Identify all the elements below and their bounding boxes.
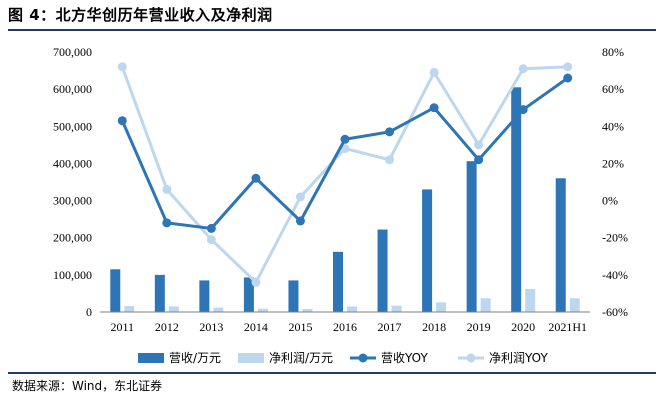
revenue-yoy-point [474,155,484,165]
x-tick-label: 2012 [155,320,179,334]
y-left-tick-label: 400,000 [53,156,92,170]
y-left-tick-label: 100,000 [53,268,92,282]
profit-yoy-point [206,235,216,245]
legend-profit-label: 净利润/万元 [269,351,333,365]
revenue-yoy-point [563,73,573,83]
profit-yoy-point [563,62,573,72]
revenue-bar [511,87,522,313]
profit-bar [302,309,313,312]
profit-yoy-point [251,277,261,287]
y-left-tick-label: 500,000 [53,119,92,133]
revenue-yoy-point [162,218,172,228]
title-rule [8,29,656,31]
revenue-bar [199,280,210,312]
y-right-tick-label: 0% [602,194,618,208]
revenue-bar [154,274,165,312]
profit-bar [569,298,580,312]
revenue-yoy-point [340,134,350,144]
revenue-bar [466,161,477,312]
profit-yoy-point [429,67,439,77]
profit-bar [124,306,135,312]
profit-yoy-point [518,64,528,74]
y-axis-left-ticks: 0 100,000 200,000 300,000 400,000 500,000 600,… [53,45,92,319]
y-left-tick-label: 600,000 [53,82,92,96]
line-series [117,62,573,287]
revenue-yoy-line [120,76,569,231]
legend: 营收/万元 净利润/万元 营收YOY 净利润YOY [138,351,548,365]
revenue-yoy-point [251,173,261,183]
bar-series [110,87,580,313]
profit-yoy-line [120,65,568,285]
profit-yoy-point [162,184,172,194]
y-axis-right-ticks: -60% -40% -20% 0% 20% 40% 60% 80% [602,45,628,319]
profit-yoy-point [385,155,395,165]
y-right-tick-label: 80% [602,45,624,59]
x-tick-label: 2011 [110,320,134,334]
revenue-yoy-point [385,127,395,137]
profit-bar [391,305,402,312]
x-tick-label: 2020 [511,320,535,334]
revenue-yoy-point [206,223,216,233]
profit-bar [525,288,536,312]
profit-bar [168,306,179,312]
revenue-bar [377,229,388,312]
y-left-tick-label: 300,000 [53,194,92,208]
profit-bar [347,306,357,312]
profit-yoy-point [474,140,484,150]
profit-bar [480,298,491,312]
legend-profit-yoy-label: 净利润YOY [489,351,548,365]
y-right-tick-label: -60% [602,305,628,319]
y-right-tick-label: -40% [602,268,628,282]
legend-revenue-yoy-label: 营收YOY [381,351,428,365]
legend-revenue-yoy-swatch-marker [358,353,368,363]
page-title: 图 4：北方华创历年营业收入及净利润 [8,6,273,24]
revenue-bar [333,251,343,312]
x-tick-label: 2014 [244,320,268,334]
source-note: 数据来源：Wind，东北证券 [12,379,163,393]
x-tick-label: 2021H1 [548,320,587,334]
y-left-tick-label: 0 [86,305,92,319]
y-right-tick-label: 60% [602,82,624,96]
profit-bar [257,308,268,312]
x-tick-label: 2016 [333,320,357,334]
y-right-tick-label: 40% [602,119,624,133]
profit-yoy-point [117,62,127,72]
revenue-bar [555,178,566,312]
revenue-yoy-point [429,103,439,113]
y-right-tick-label: 20% [602,156,624,170]
legend-profit-swatch [238,353,264,363]
profit-yoy-point [295,192,305,202]
revenue-bar [422,189,433,312]
x-tick-label: 2019 [467,320,491,334]
revenue-bar [288,280,299,312]
revenue-bar [110,269,121,312]
source-rule [8,372,656,374]
revenue-yoy-point [518,105,528,115]
x-tick-label: 2013 [199,320,223,334]
revenue-yoy-point [117,116,127,126]
x-tick-label: 2015 [288,320,312,334]
legend-revenue-label: 营收/万元 [169,351,221,365]
revenue-yoy-point [295,216,305,226]
y-left-tick-label: 700,000 [53,45,92,59]
x-tick-label: 2017 [378,320,402,334]
revenue-bar [243,277,254,312]
profit-bar [213,307,224,312]
legend-revenue-swatch [138,353,164,363]
x-tick-label: 2018 [422,320,446,334]
x-axis: 2011 2012 2013 2014 2015 2016 2017 2018 2019 2020… [100,311,590,334]
profit-bar [436,302,447,312]
legend-profit-yoy-swatch-marker [466,353,476,363]
y-right-tick-label: -20% [602,231,628,245]
y-left-tick-label: 200,000 [53,231,92,245]
